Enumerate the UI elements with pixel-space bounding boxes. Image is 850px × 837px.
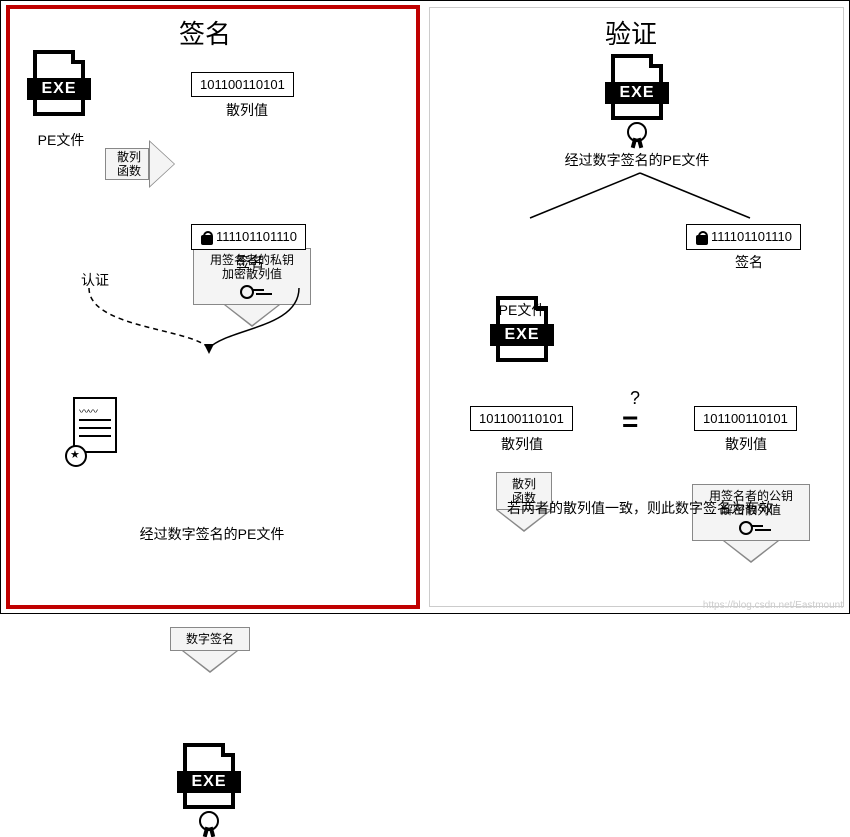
decrypt-arrow: 用签名者的公钥 解密散列值 [686,484,816,563]
hash-left-label: 散列值 [492,434,552,454]
signed-exe-icon-top: EXE [605,54,669,128]
signature-box-verify: 111101101110 [686,224,801,250]
split-lines [490,168,790,228]
hash-right-box: 101100110101 [694,406,797,431]
hash-right-value: 101100110101 [703,411,788,426]
conclusion-text: 若两者的散列值一致，则此数字签名为有效 [490,498,790,518]
key-icon [739,519,763,533]
lock-icon [200,231,214,245]
certificate-icon: 〰〰 [67,397,123,465]
pe-file-label-verify: PE文件 [492,300,552,320]
title-verify: 验证 [605,14,657,51]
digital-sign-text: 数字签名 [186,632,234,646]
panel-verify: 验证 EXE 经过数字签名的PE文件 EXE PE文件 111101101110… [429,7,844,607]
ribbon-icon [627,122,647,142]
title-signing: 签名 [179,14,231,51]
hash-value-text: 101100110101 [200,77,285,92]
signed-pe-label: 经过数字签名的PE文件 [127,524,297,544]
watermark: https://blog.csdn.net/Eastmount [703,600,843,611]
diagram-canvas: 签名 EXE PE文件 散列 函数 101100110101 散列值 用签名者的… [0,0,850,614]
signature-box: 111101101110 [191,224,306,250]
hash-value-label: 散列值 [217,100,277,120]
hash-left-value: 101100110101 [479,411,564,426]
hash-left-box: 101100110101 [470,406,573,431]
signature-label: 签名 [225,252,275,272]
hash-value-box: 101100110101 [191,72,294,97]
pe-file-label: PE文件 [31,130,91,150]
signature-value: 111101101110 [216,229,297,244]
signed-pe-label-top: 经过数字签名的PE文件 [552,150,722,170]
signed-exe-icon: EXE [177,743,241,817]
ribbon-icon [199,811,219,831]
panel-signing: 签名 EXE PE文件 散列 函数 101100110101 散列值 用签名者的… [8,7,418,607]
hash-arrow: 散列 函数 [105,140,177,188]
hash-right-label: 散列值 [716,434,776,454]
signature-value-verify: 111101101110 [711,229,792,244]
lock-icon [695,231,709,245]
merge-curve [49,278,349,358]
digital-sign-arrow: 数字签名 [155,627,265,673]
signature-label-verify: 签名 [724,252,774,272]
equals-sign: = [622,406,638,438]
exe-file-icon: EXE [27,50,91,124]
